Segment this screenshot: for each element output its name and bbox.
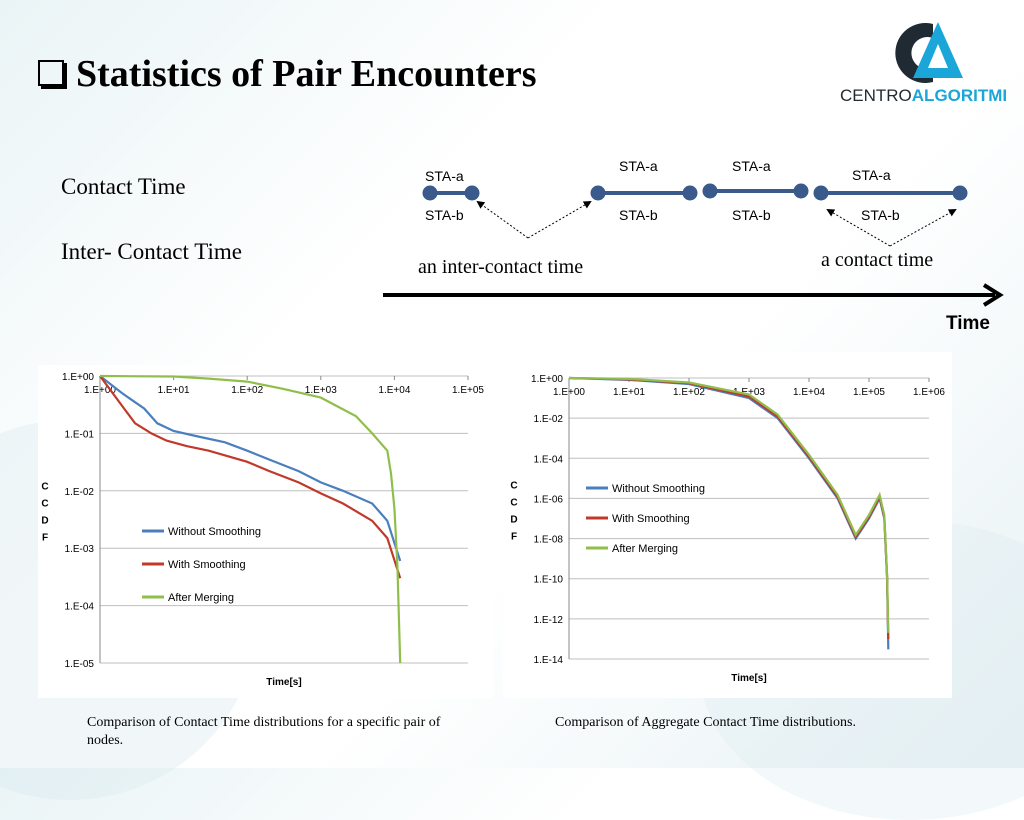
sta-a-label-2: STA-a — [619, 158, 658, 174]
y-axis-label-letter: D — [41, 516, 48, 527]
series-line-2 — [568, 376, 890, 633]
sta-b-label-3: STA-b — [732, 207, 771, 223]
x-tick-label: 1.E+01 — [613, 387, 645, 398]
x-tick-label: 1.E+00 — [84, 385, 116, 396]
x-tick-label: 1.E+02 — [673, 387, 705, 398]
y-tick-label: 1.E-10 — [534, 575, 564, 586]
sta-a-label-3: STA-a — [732, 158, 771, 174]
y-tick-label: 1.E-08 — [534, 535, 564, 546]
x-tick-label: 1.E+00 — [553, 387, 585, 398]
x-tick-label: 1.E+06 — [913, 387, 945, 398]
legend-entry: After Merging — [168, 592, 234, 604]
y-axis-label-letter: C — [41, 499, 48, 510]
series-line-2 — [99, 374, 402, 664]
series-line-1 — [99, 375, 402, 579]
series-line-1 — [568, 376, 890, 639]
legend-entry: Without Smoothing — [612, 483, 705, 495]
legend-entry: With Smoothing — [168, 559, 246, 571]
x-tick-label: 1.E+01 — [158, 385, 190, 396]
x-tick-label: 1.E+04 — [793, 387, 825, 398]
y-tick-label: 1.E+00 — [531, 374, 563, 385]
checkbox-bullet-icon — [38, 60, 64, 87]
y-tick-label: 1.E-12 — [534, 615, 564, 626]
sta-b-label-4: STA-b — [861, 207, 900, 223]
y-tick-label: 1.E-02 — [65, 487, 95, 498]
logo-text-algoritmi: ALGORITMI — [911, 86, 1008, 105]
chart-left: 1.E+00 1.E-01 1.E-02 1.E-03 1.E-04 1.E-05 1.E+… — [41, 372, 484, 688]
x-axis-label: Time[s] — [266, 677, 301, 688]
inter-contact-time-label: Inter- Contact Time — [61, 239, 242, 264]
chart-right: 1.E+00 1.E-02 1.E-04 1.E-06 1.E-08 1.E-10 1.E-… — [510, 374, 945, 684]
logo-text-centro: CENTRO — [840, 86, 912, 105]
y-tick-label: 1.E-05 — [65, 659, 95, 670]
y-axis-label-letter: C — [510, 498, 517, 509]
timeline-diagram — [383, 183, 1004, 307]
time-axis-label: Time — [946, 313, 991, 334]
y-tick-label: 1.E-06 — [534, 494, 564, 505]
x-tick-label: 1.E+05 — [853, 387, 885, 398]
y-axis-label-letter: D — [510, 515, 517, 526]
contact-time-annotation: a contact time — [821, 249, 934, 271]
y-tick-label: 1.E-03 — [65, 544, 95, 555]
sta-b-label-2: STA-b — [619, 207, 658, 223]
x-tick-label: 1.E+04 — [378, 385, 410, 396]
y-tick-label: 1.E-14 — [534, 655, 564, 666]
x-tick-label: 1.E+03 — [733, 387, 765, 398]
y-tick-label: 1.E+00 — [62, 372, 94, 383]
caption-right: Comparison of Aggregate Contact Time dis… — [555, 715, 856, 730]
slide-title-text: Statistics of Pair Encounters — [76, 53, 537, 95]
logo: CENTROALGORITMI — [838, 16, 1014, 108]
y-axis-label-letter: C — [41, 482, 48, 493]
y-axis-label-letter: C — [510, 481, 517, 492]
y-axis-label-letter: F — [511, 532, 517, 543]
x-tick-label: 1.E+03 — [305, 385, 337, 396]
y-tick-label: 1.E-04 — [534, 454, 564, 465]
sta-b-label-1: STA-b — [425, 207, 464, 223]
sta-a-label-1: STA-a — [425, 168, 464, 184]
legend-entry: After Merging — [612, 543, 678, 555]
legend-entry: Without Smoothing — [168, 526, 261, 538]
inter-contact-time-annotation: an inter-contact time — [418, 256, 584, 278]
x-axis-label: Time[s] — [731, 673, 766, 684]
logo-mark-icon — [895, 22, 963, 83]
caption-left: Comparison of Contact Time distributions… — [87, 715, 441, 748]
sta-a-label-4: STA-a — [852, 167, 891, 183]
chart-left-panel: 1.E+00 1.E-01 1.E-02 1.E-03 1.E-04 1.E-05 1.E+… — [38, 365, 493, 698]
contact-time-label: Contact Time — [61, 174, 186, 199]
x-tick-label: 1.E+05 — [452, 385, 484, 396]
chart-right-panel: 1.E+00 1.E-02 1.E-04 1.E-06 1.E-08 1.E-10 1.E-… — [503, 352, 952, 698]
slide-title: Statistics of Pair Encounters — [38, 52, 537, 96]
y-axis-label-letter: F — [42, 533, 48, 544]
series-line-0 — [99, 375, 402, 562]
y-tick-label: 1.E-01 — [65, 429, 95, 440]
y-tick-label: 1.E-04 — [65, 602, 95, 613]
y-tick-label: 1.E-02 — [534, 414, 564, 425]
x-tick-label: 1.E+02 — [231, 385, 263, 396]
legend-entry: With Smoothing — [612, 513, 690, 525]
